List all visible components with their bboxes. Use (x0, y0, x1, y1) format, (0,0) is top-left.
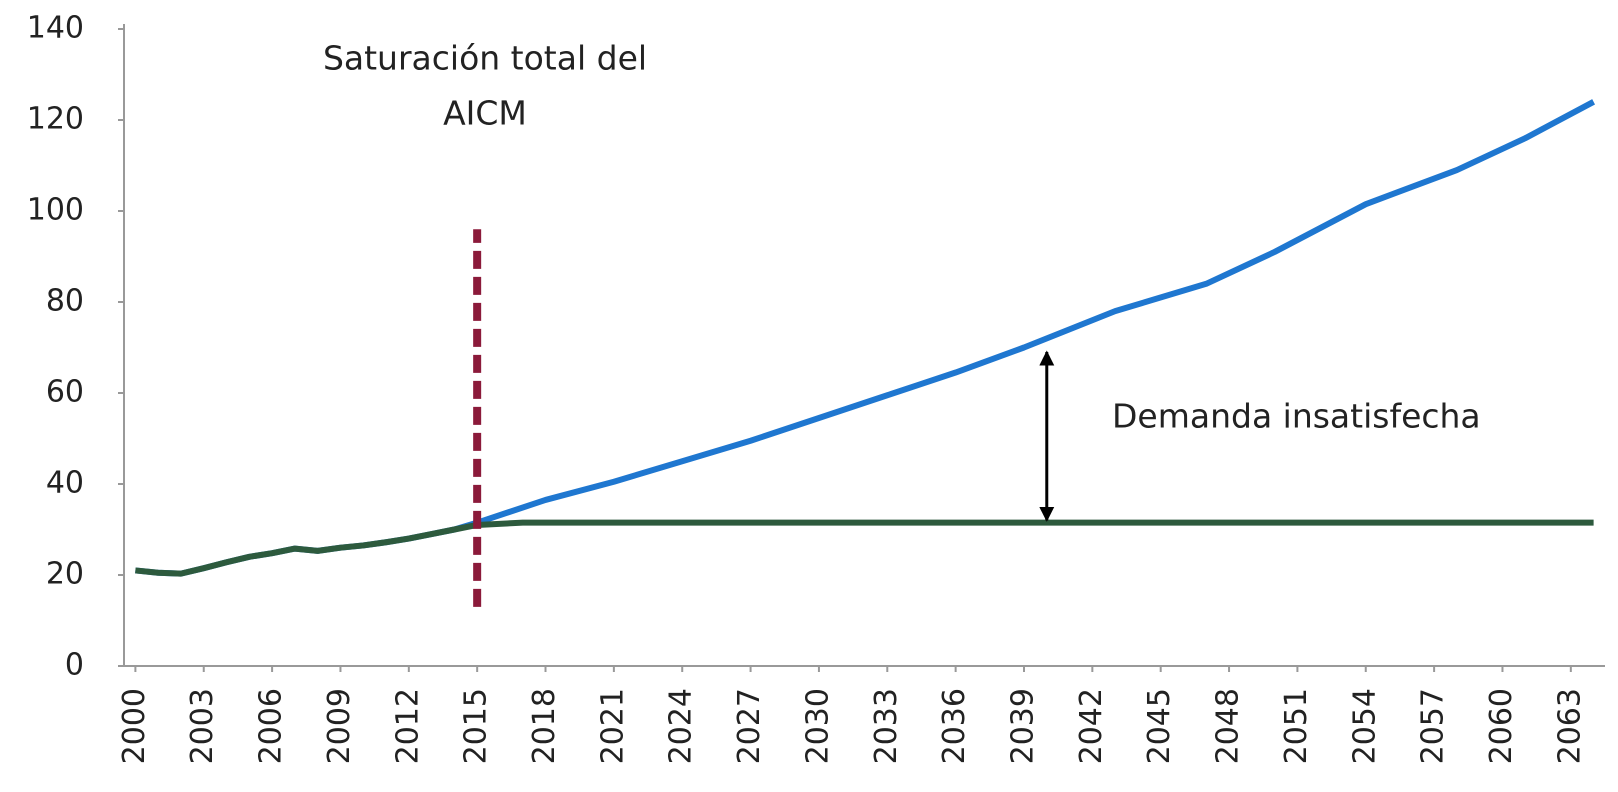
y-tick-label: 60 (46, 375, 84, 410)
x-tick-label: 2057 (1416, 688, 1451, 764)
x-tick-label: 2000 (117, 688, 152, 764)
x-tick-label: 2045 (1142, 688, 1177, 764)
x-tick-label: 2060 (1484, 688, 1519, 764)
series-line (135, 99, 1596, 577)
annotation: Demanda insatisfecha (1112, 397, 1481, 436)
x-tick-label: 2036 (937, 688, 972, 764)
y-tick-label: 20 (46, 557, 84, 592)
x-tick-label: 2039 (1005, 688, 1040, 764)
x-tick-label: 2012 (390, 688, 425, 764)
x-tick-label: 2063 (1552, 688, 1587, 764)
x-tick-label: 2051 (1279, 688, 1314, 764)
y-tick-label: 80 (46, 284, 84, 319)
y-tick-label: 100 (27, 193, 84, 228)
x-tick-label: 2024 (664, 688, 699, 764)
x-tick-label: 2054 (1347, 688, 1382, 764)
x-tick-label: 2033 (869, 688, 904, 764)
x-tick-label: 2009 (322, 688, 357, 764)
x-tick-label: 2015 (459, 688, 494, 764)
y-tick-label: 0 (65, 648, 84, 683)
annotation: AICM (443, 94, 527, 133)
y-tick-label: 120 (27, 102, 84, 137)
x-tick-label: 2027 (732, 688, 767, 764)
x-tick-label: 2021 (595, 688, 630, 764)
y-tick-label: 40 (46, 466, 84, 501)
x-tick-label: 2018 (527, 688, 562, 764)
series-line (135, 519, 1594, 577)
annotation: Saturación total del (323, 39, 647, 78)
x-tick-label: 2048 (1211, 688, 1246, 764)
x-tick-label: 2042 (1074, 688, 1109, 764)
x-tick-label: 2006 (254, 688, 289, 764)
x-tick-label: 2003 (185, 688, 220, 764)
x-tick-label: 2030 (800, 688, 835, 764)
y-tick-label: 140 (27, 11, 84, 46)
